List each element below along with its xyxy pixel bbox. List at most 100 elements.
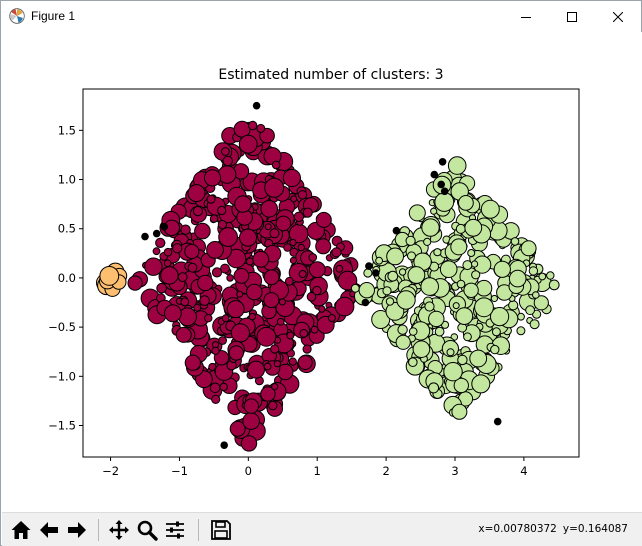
cluster-0-point [297,190,308,200]
minimize-icon [521,16,531,18]
cluster-1-point [471,374,491,394]
cluster-0-point [219,382,228,392]
back-button[interactable] [36,517,62,543]
cluster-0-point [233,268,250,284]
cluster-0-point [263,269,280,286]
minimize-button[interactable] [503,1,549,32]
cluster-0-point [172,243,183,254]
toolbar-separator [98,519,99,541]
cluster-0-point [206,241,224,259]
cluster-0-point [263,292,280,309]
cluster-1-point [430,207,438,215]
zoom-icon [137,520,158,541]
x-tick-label: 3 [451,464,458,478]
zoom-button[interactable] [134,517,160,543]
cluster-1-point [510,237,520,246]
cluster-0-point [184,243,200,260]
cluster-0-point [222,155,233,167]
cluster-0-point [220,263,230,274]
cluster-0-point [229,420,246,437]
configure-subplots-button[interactable] [162,517,188,543]
cluster-0-point [297,243,305,252]
cluster-0-point [256,123,266,133]
cluster-1-point [474,297,494,318]
cluster-0-point [177,272,188,283]
cluster-0-point [260,386,276,402]
back-icon [40,522,58,538]
cluster-0-point [211,346,220,355]
cluster-0-point [302,344,312,354]
cluster-0-point [264,177,285,198]
cluster-0-point [156,282,167,294]
cluster-0-point [315,211,332,228]
home-button[interactable] [8,517,34,543]
cluster-1-point [548,279,560,291]
cluster-1-point [386,247,405,266]
cluster-0-point [283,243,292,252]
cluster-0-point [163,247,173,257]
cluster-1-point [396,290,416,310]
cluster-1-point [382,286,392,296]
cluster-0-point [194,222,211,240]
save-button[interactable] [208,517,234,543]
pan-button[interactable] [106,517,132,543]
cluster-1-point [471,260,479,268]
cluster-0-point [288,357,297,366]
y-tick-label: 1.5 [58,123,76,137]
noise-point [160,223,169,231]
cluster-1-point [525,305,535,316]
cluster-0-point [217,165,237,184]
cluster-0-point [242,412,260,430]
cluster-0-point [127,275,143,291]
cluster-0-point [211,267,223,278]
cluster-1-point [451,403,468,420]
scatter-plot[interactable]: −2 −1 0 1 2 3 4 −1.5 −1.0 −0.5 0.0 0.5 1.0 1.5 [2,32,642,512]
cluster-0-point [236,290,244,298]
cluster-1-point [387,270,399,282]
title-bar[interactable]: Figure 1 [1,1,641,32]
cluster-0-point [334,296,355,317]
cluster-1-point [463,282,479,298]
close-icon [613,11,623,22]
cluster-0-point [270,344,280,354]
cluster-0-point [243,398,260,414]
noise-point [437,180,446,189]
cluster-0-point [203,169,222,187]
cluster-0-point [327,314,336,322]
cluster-1-point [395,334,411,350]
cluster-0-point [312,285,322,296]
cluster-0-point [290,195,298,203]
cluster-0-point [240,435,258,452]
y-tick-label: −1.0 [48,369,76,383]
cluster-0-point [209,214,219,223]
forward-icon [68,522,86,538]
cluster-1-point [456,279,466,289]
maximize-button[interactable] [549,1,595,32]
cluster-1-point [350,283,360,293]
forward-button[interactable] [64,517,90,543]
cluster-0-point [248,312,257,321]
cluster-1-point [467,249,476,257]
cluster-0-point [318,305,326,313]
cluster-0-point [302,207,313,218]
cluster-0-point [259,127,275,144]
cluster-0-point [315,238,332,255]
y-tick-label: −0.5 [48,320,76,334]
cluster-1-point [423,237,432,246]
cluster-1-point [405,235,416,246]
figure-canvas[interactable]: Estimated number of clusters: 3 −2 −1 0 1 2 3… [2,32,642,512]
close-button[interactable] [595,1,641,32]
cluster-1-point [455,307,474,326]
cluster-1-point [450,238,468,256]
cluster-1-point [457,354,468,366]
cluster-0-point [252,250,270,268]
cluster-1-point [447,156,467,175]
noise-point [361,298,370,307]
cluster-0-point [152,247,161,256]
cluster-0-point [175,326,192,343]
x-tick-label: −2 [102,464,119,478]
noise-point [392,226,401,235]
cursor-y-readout: y=0.164087 [562,523,628,535]
cluster-0-point [180,297,190,307]
